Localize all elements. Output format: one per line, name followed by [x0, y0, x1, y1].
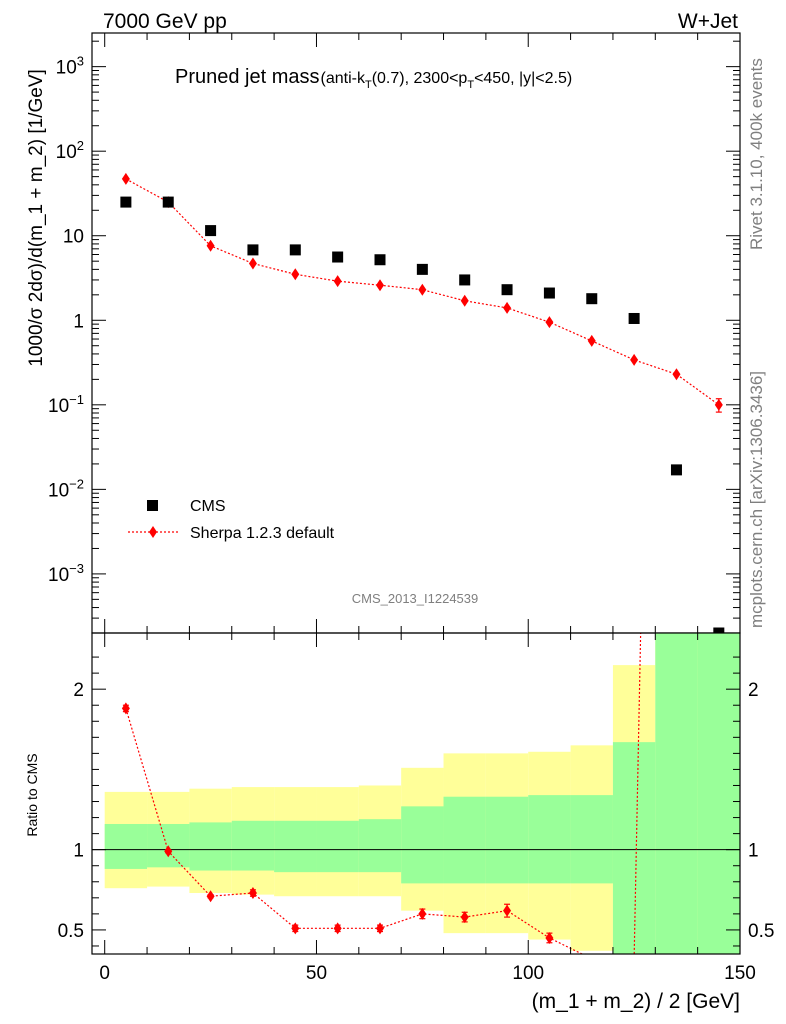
- ratio-y-tick-label: 0.5: [58, 921, 84, 942]
- ratio-ylabel: Ratio to CMS: [24, 753, 40, 836]
- inner-band-bin: [528, 795, 571, 884]
- sherpa-point: [503, 301, 512, 314]
- cms-point: [289, 244, 301, 256]
- ratio-point: [460, 911, 469, 924]
- sherpa-point: [460, 294, 469, 307]
- inner-band-bin: [655, 633, 698, 954]
- inner-band-bin: [189, 822, 232, 871]
- ratio-y-tick-label-right: 2: [748, 680, 759, 701]
- sherpa-line: [125, 178, 720, 406]
- main-ylabel: 1000/σ 2dσ)/d(m_1 + m_2) [1/GeV]: [26, 69, 47, 367]
- ratio-panel: 0.5 0.5 1 1 2 2 0 50 100 150 Ratio to CMS (m_1 +…: [24, 632, 774, 1013]
- ratio-xlabel: (m_1 + m_2) / 2 [GeV]: [532, 990, 740, 1013]
- cms-point: [332, 251, 344, 263]
- sherpa-point: [545, 316, 554, 329]
- sherpa-point: [714, 398, 723, 411]
- y-tick-label: 103: [56, 54, 84, 79]
- main-title: Pruned jet mass(anti-kT(0.7), 2300<pT<45…: [175, 66, 572, 91]
- legend-label-cms: CMS: [190, 498, 226, 515]
- cms-point: [205, 225, 217, 237]
- cms-point: [628, 312, 640, 324]
- sherpa-point: [206, 239, 215, 252]
- y-tick-label: 10−2: [48, 476, 84, 501]
- inner-band-bin: [443, 796, 486, 884]
- cms-point: [120, 196, 132, 208]
- sherpa-point: [121, 172, 130, 185]
- y-tick-label: 102: [56, 138, 84, 163]
- cms-point: [586, 293, 598, 305]
- inner-band-bin: [570, 795, 613, 884]
- sherpa-point: [333, 275, 342, 288]
- cms-point: [247, 244, 259, 256]
- x-tick-label: 150: [724, 963, 756, 984]
- cms-point: [543, 287, 555, 299]
- sherpa-point: [672, 368, 681, 381]
- energy-label: 7000 GeV pp: [103, 10, 227, 33]
- side-text-bottom: mcplots.cern.ch [arXiv:1306.3436]: [747, 371, 766, 628]
- sherpa-point: [376, 279, 384, 292]
- inner-band-bin: [697, 633, 740, 954]
- cms-point: [162, 196, 174, 208]
- ratio-point: [291, 922, 300, 935]
- cms-point: [374, 254, 386, 266]
- main-frame: [91, 32, 741, 634]
- legend-marker-cms: [147, 500, 158, 511]
- legend-marker-sherpa: [149, 526, 157, 538]
- x-tick-label: 0: [99, 963, 110, 984]
- sherpa-point: [587, 334, 596, 347]
- inner-band-bin: [274, 820, 317, 873]
- cms-point: [416, 263, 428, 275]
- ratio-point: [121, 702, 130, 715]
- ratio-point: [333, 922, 342, 935]
- cms-point: [670, 464, 682, 476]
- cms-point: [713, 627, 725, 633]
- inner-band-bin: [316, 820, 359, 873]
- ratio-point: [418, 907, 427, 920]
- sherpa-point: [418, 283, 427, 296]
- cms-point: [501, 284, 513, 296]
- ratio-point: [206, 890, 215, 903]
- cms-point: [459, 274, 471, 286]
- x-tick-label: 50: [306, 963, 327, 984]
- ratio-y-tick-label: 2: [73, 680, 84, 701]
- ratio-point: [164, 845, 173, 858]
- y-tick-label: 10−1: [48, 392, 84, 417]
- y-tick-label: 1: [73, 311, 84, 332]
- inner-band-bin: [401, 806, 444, 884]
- ratio-frame: [91, 632, 741, 955]
- x-tick-label: 100: [512, 963, 544, 984]
- y-tick-label: 10: [63, 227, 84, 248]
- side-text-top: Rivet 3.1.10, 400k events: [747, 58, 766, 250]
- ratio-y-tick-label-right: 0.5: [748, 921, 774, 942]
- legend: CMS Sherpa 1.2.3 default: [128, 498, 335, 542]
- analysis-id: CMS_2013_I1224539: [352, 591, 479, 606]
- y-tick-label: 10−3: [48, 561, 84, 586]
- ratio-y-tick-label-right: 1: [748, 841, 759, 862]
- inner-band-bin: [612, 742, 656, 954]
- ratio-point: [376, 922, 384, 935]
- process-label: W+Jet: [678, 10, 738, 33]
- ratio-point: [248, 887, 257, 900]
- ratio-y-tick-label: 1: [73, 841, 84, 862]
- inner-band-bin: [104, 823, 148, 869]
- inner-band-bin: [231, 820, 275, 871]
- inner-band-bin: [358, 819, 402, 873]
- ratio-point: [503, 904, 512, 917]
- ratio-point: [545, 931, 554, 944]
- sherpa-point: [630, 353, 639, 366]
- legend-label-sherpa: Sherpa 1.2.3 default: [190, 525, 335, 542]
- sherpa-point: [248, 257, 257, 270]
- inner-band-bin: [485, 796, 529, 884]
- sherpa-point: [291, 268, 300, 281]
